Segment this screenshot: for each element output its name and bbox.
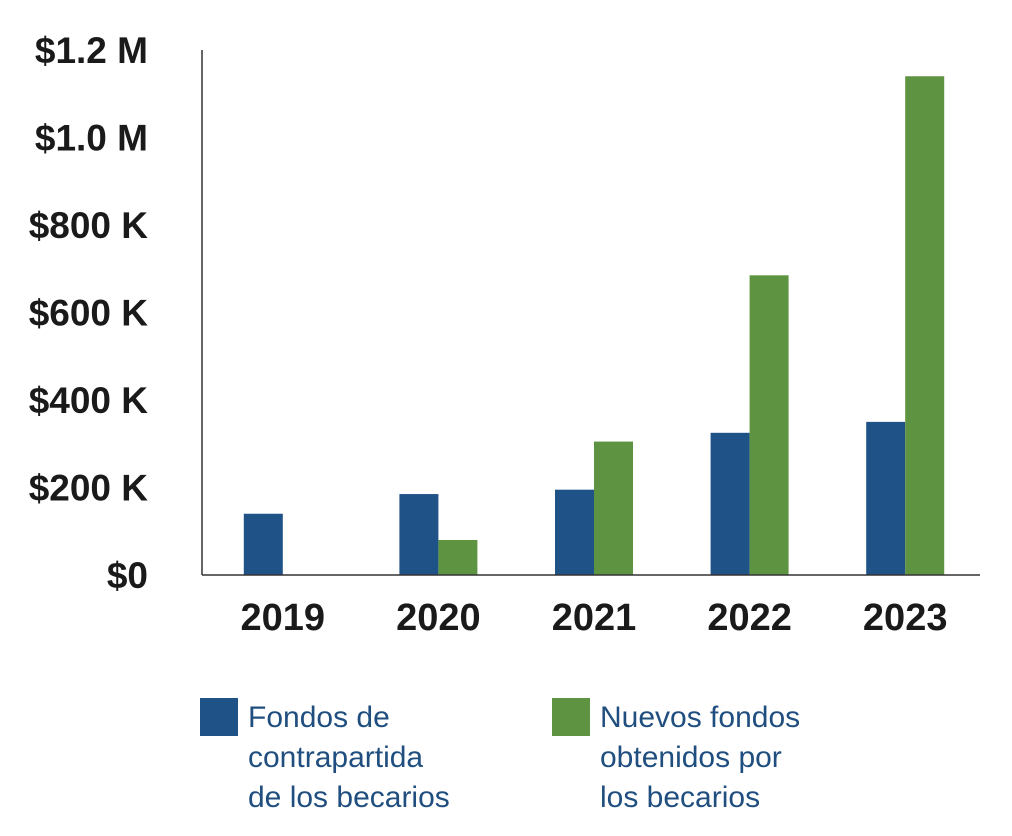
x-tick-label: 2019 bbox=[241, 597, 326, 639]
x-tick-label: 2023 bbox=[863, 597, 948, 639]
legend: Fondos de contrapartida de los becarios Nue… bbox=[200, 698, 800, 814]
x-axis: 2019 2020 2021 2022 2023 bbox=[202, 574, 980, 639]
bar-series-1-2023 bbox=[866, 421, 906, 575]
bar-series-2-2020 bbox=[438, 540, 478, 575]
bar-series-2-2021 bbox=[594, 441, 633, 575]
bars bbox=[243, 76, 945, 575]
x-tick-label: 2021 bbox=[552, 597, 637, 639]
bar-series-1-2020 bbox=[399, 494, 439, 575]
bar-series-1-2022 bbox=[710, 432, 750, 575]
y-tick-label: $200 K bbox=[29, 468, 149, 509]
legend-swatch bbox=[200, 698, 238, 736]
x-tick-label: 2022 bbox=[707, 597, 792, 639]
x-tick-label: 2020 bbox=[396, 597, 481, 639]
y-tick-label: $400 K bbox=[29, 380, 149, 421]
bar-series-1-2019 bbox=[243, 513, 283, 575]
bar-series-2-2022 bbox=[749, 275, 789, 575]
bar-series-1-2021 bbox=[555, 489, 594, 575]
y-tick-label: $600 K bbox=[29, 293, 149, 334]
legend-label: Nuevos fondos bbox=[600, 701, 800, 734]
y-tick-label: $1.0 M bbox=[35, 118, 148, 159]
legend-label: los becarios bbox=[600, 781, 760, 814]
legend-label: de los becarios bbox=[248, 781, 450, 814]
legend-label: obtenidos por bbox=[600, 741, 782, 774]
bar-series-2-2023 bbox=[905, 76, 945, 575]
y-axis: $0 $200 K $400 K $600 K $800 K $1.0 M $1.2 M bbox=[29, 30, 203, 596]
legend-label: Fondos de bbox=[248, 701, 390, 734]
y-tick-label: $800 K bbox=[29, 205, 149, 246]
legend-swatch bbox=[552, 698, 590, 736]
y-tick-label: $0 bbox=[107, 555, 148, 596]
legend-label: contrapartida bbox=[248, 741, 423, 774]
y-tick-label: $1.2 M bbox=[35, 30, 148, 71]
